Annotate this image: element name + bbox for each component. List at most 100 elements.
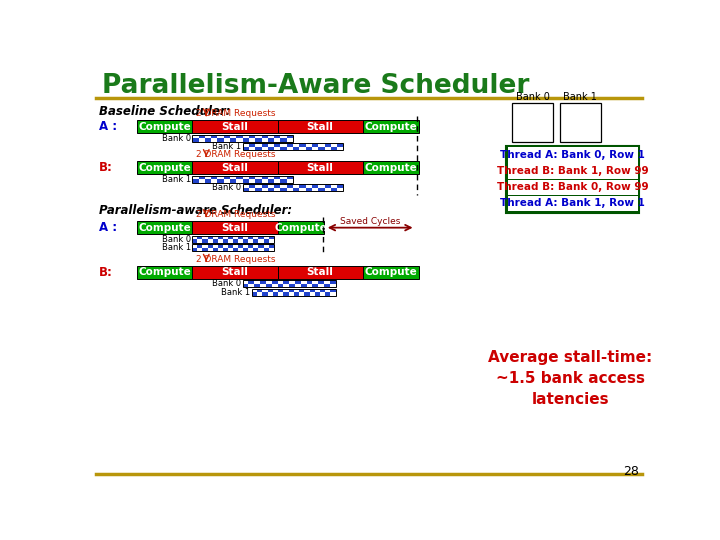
Bar [300,147,306,150]
Bar [243,143,343,150]
Text: 2 DRAM Requests: 2 DRAM Requests [196,255,276,264]
Bar [513,103,554,142]
Bar [217,248,222,251]
Bar [192,236,197,239]
Bar [312,147,318,150]
Bar [295,284,301,287]
Bar [261,187,268,191]
Bar [559,103,600,142]
Bar [243,280,248,284]
Bar [192,244,274,251]
Bar [269,248,274,251]
Text: Compute: Compute [138,122,191,132]
Bar [268,143,274,147]
Bar [293,184,300,187]
Bar [261,147,268,150]
Text: Parallelism-aware Scheduler:: Parallelism-aware Scheduler: [99,204,292,217]
Bar [310,292,315,296]
Bar [137,120,192,133]
Text: 2 DRAM Requests: 2 DRAM Requests [196,150,276,159]
Bar [293,143,300,147]
Bar [277,221,324,234]
Bar [261,179,268,183]
Bar [256,135,261,138]
Bar [233,236,238,239]
Bar [312,187,318,191]
Bar [211,138,217,142]
Bar [271,284,277,287]
Bar [192,236,274,242]
Bar [330,184,337,187]
Bar [253,244,258,248]
Bar [243,143,249,147]
Bar [363,161,418,174]
Text: Compute: Compute [138,163,191,173]
Bar [243,184,343,191]
Bar [277,161,363,174]
Bar [274,187,281,191]
Bar [243,244,248,248]
Text: Thread A: Bank 1, Row 1: Thread A: Bank 1, Row 1 [500,198,645,208]
Bar [268,292,273,296]
Bar [249,147,256,150]
Bar [337,147,343,150]
Bar [192,176,199,179]
Text: Stall: Stall [222,122,248,132]
Bar [269,239,274,242]
Bar [207,239,212,242]
Bar [243,184,343,191]
Bar [277,120,363,133]
Bar [230,135,236,138]
Text: Thread B: Bank 1, Row 99: Thread B: Bank 1, Row 99 [497,166,649,176]
Bar [294,289,299,292]
Bar [212,236,217,239]
Text: Bank 0: Bank 0 [161,134,191,143]
Bar [211,179,217,183]
Bar [320,292,325,296]
Bar [137,161,192,174]
Bar [318,284,324,287]
Bar [248,239,253,242]
Text: B:: B: [99,161,112,174]
Bar [256,184,261,187]
Bar [312,280,318,284]
Bar [264,236,269,239]
Bar [281,135,287,138]
Bar [243,280,336,287]
Bar [278,292,284,296]
Bar [325,289,330,292]
Bar [268,135,274,138]
Bar [137,266,192,279]
Bar [224,138,230,142]
Text: Bank 0: Bank 0 [212,183,241,192]
Text: Bank 1: Bank 1 [161,243,191,252]
Text: Compute: Compute [138,267,191,278]
Bar [137,221,192,234]
Text: A :: A : [99,221,117,234]
Text: Parallelism-Aware Scheduler: Parallelism-Aware Scheduler [102,73,529,99]
Text: Compute: Compute [138,222,191,233]
Bar [257,292,262,296]
Bar [274,147,281,150]
Text: Bank 1: Bank 1 [221,288,251,297]
Bar [252,289,336,296]
Bar [284,284,289,287]
Bar [261,138,268,142]
Bar [202,236,207,239]
Bar [256,143,261,147]
Text: Baseline Scheduler:: Baseline Scheduler: [99,105,230,118]
Text: Thread B: Bank 0, Row 99: Thread B: Bank 0, Row 99 [497,182,649,192]
Bar [281,184,287,187]
Text: Stall: Stall [307,267,333,278]
Bar [199,179,205,183]
Text: Saved Cycles: Saved Cycles [340,217,400,226]
Bar [243,135,249,138]
Bar [205,135,211,138]
Bar [217,239,222,242]
Bar [363,120,418,133]
Bar [281,176,287,179]
Bar [192,236,274,242]
Bar [192,266,277,279]
Bar [287,179,293,183]
Bar [258,239,264,242]
